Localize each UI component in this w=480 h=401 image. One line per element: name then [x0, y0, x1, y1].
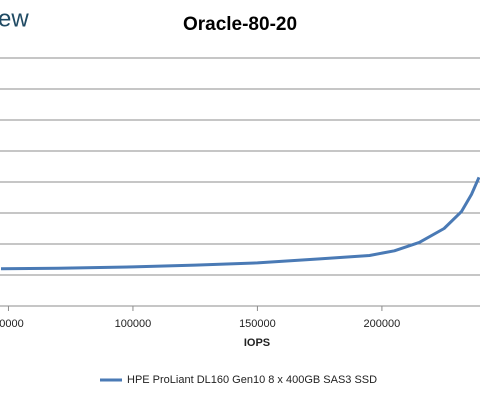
x-tick-label: 100000 — [115, 318, 152, 330]
x-tick-label: 200000 — [364, 318, 401, 330]
x-axis-label: IOPS — [244, 337, 270, 349]
watermark: ew — [0, 5, 29, 32]
x-tick-label: 50000 — [0, 318, 24, 330]
data-line — [0, 176, 480, 271]
legend-label: HPE ProLiant DL160 Gen10 8 x 400GB SAS3 … — [127, 374, 377, 386]
x-tick-label: 150000 — [239, 318, 276, 330]
chart-title: Oracle-80-20 — [183, 14, 297, 35]
